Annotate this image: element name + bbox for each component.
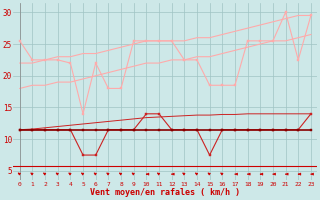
- X-axis label: Vent moyen/en rafales ( km/h ): Vent moyen/en rafales ( km/h ): [90, 188, 240, 197]
